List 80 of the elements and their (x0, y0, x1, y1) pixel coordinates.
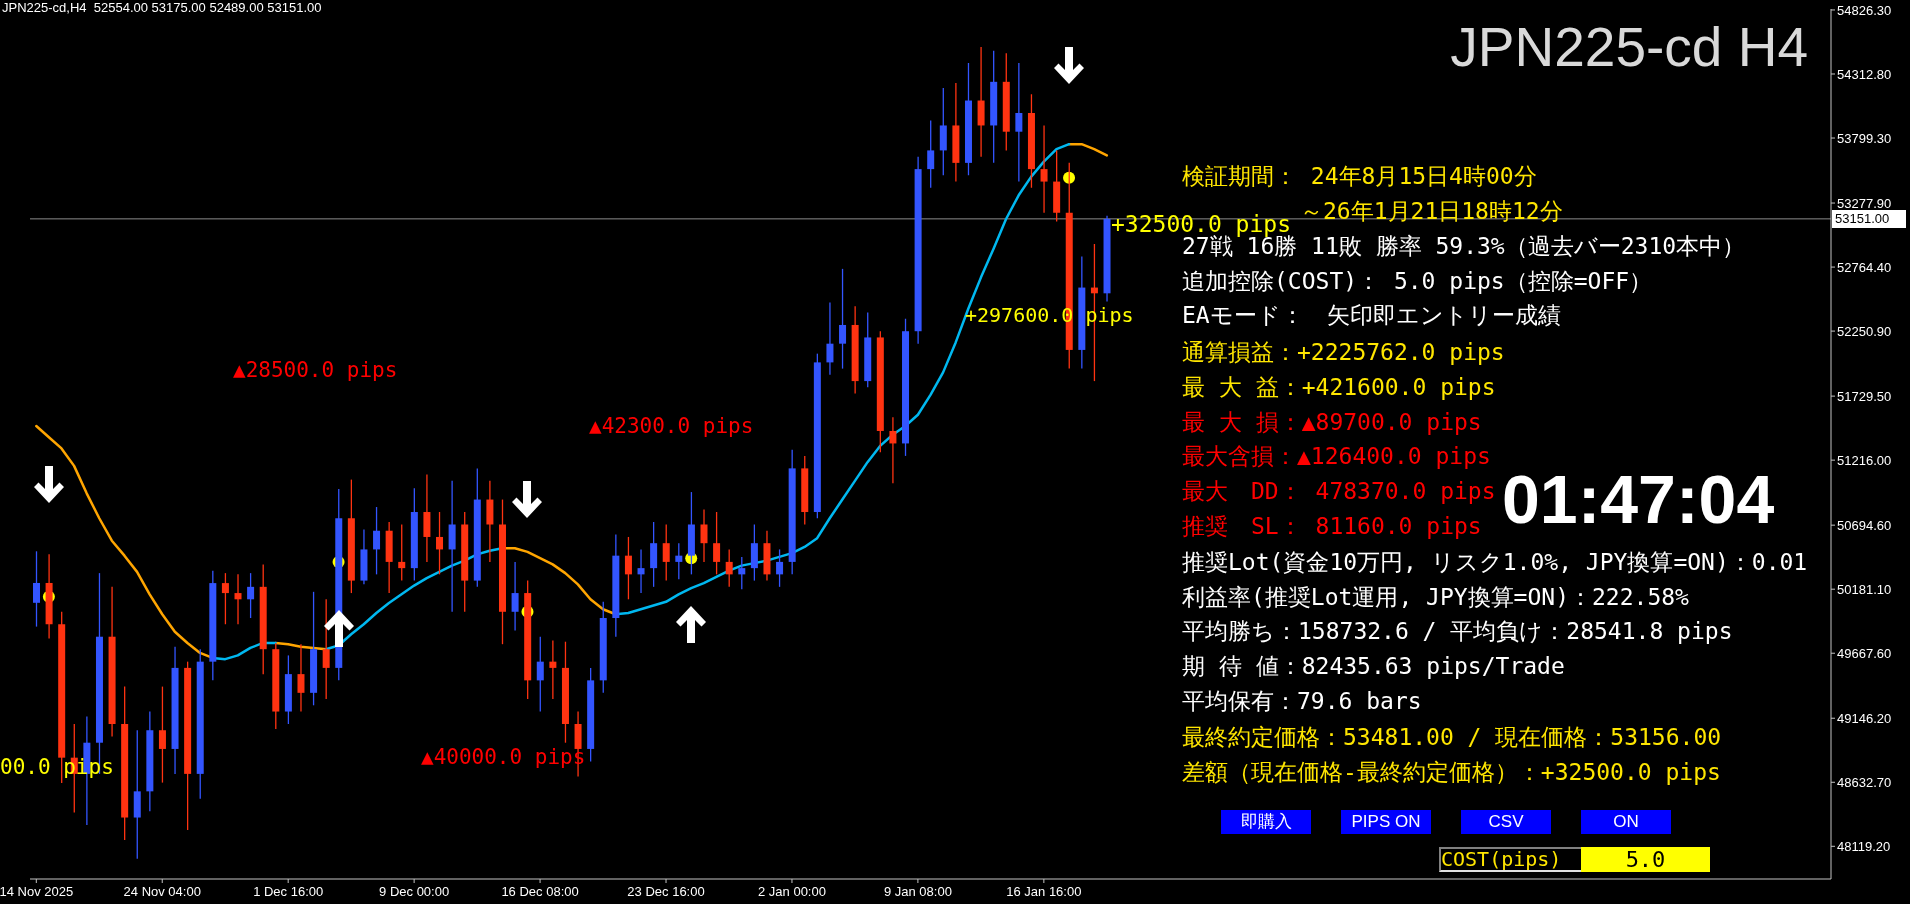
input-field: COST(pips) (1439, 847, 1581, 872)
x-tick-label: 9 Dec 00:00 (379, 884, 450, 899)
x-tick-label: 24 Nov 04:00 (123, 884, 201, 899)
annotation: 利益率(推奨Lot運用, JPY換算=ON)：222.58% (1182, 584, 1689, 612)
candlestick (725, 548, 733, 588)
annotation: ▲42300.0 pips (589, 414, 754, 440)
annotation: 最 大 益：+421600.0 pips (1182, 374, 1496, 402)
candlestick (826, 301, 834, 376)
chart-subtitle: JPN225-cd,H4 52554.00 53175.00 52489.00 53151.00 (2, 0, 322, 15)
annotation: EAモード： 矢印即エントリー成績 (1182, 302, 1561, 330)
annotation: 最大含損：▲126400.0 pips (1182, 443, 1491, 471)
y-tick-label: 51729.50 (1837, 388, 1892, 404)
x-tick-label: 16 Jan 16:00 (1006, 884, 1082, 899)
candlestick (662, 523, 670, 582)
candlestick (637, 548, 645, 594)
annotation: 通算損益：+2225762.0 pips (1182, 339, 1505, 367)
x-tick-label: 1 Dec 16:00 (253, 884, 324, 899)
annotation: 差額（現在価格-最終約定価格）：+32500.0 pips (1182, 759, 1721, 787)
annotation: 最 大 損：▲89700.0 pips (1182, 409, 1482, 437)
x-tick-label: 23 Dec 16:00 (627, 884, 705, 899)
candlestick (158, 685, 166, 784)
y-tick-label: 50181.10 (1837, 581, 1892, 597)
candlestick (436, 511, 444, 576)
y-tick-label: 50694.60 (1837, 517, 1892, 533)
candlestick (624, 536, 632, 600)
annotation: 追加控除(COST)： 5.0 pips（控除=OFF） (1182, 268, 1653, 296)
candlestick (33, 550, 40, 628)
candlestick (713, 511, 721, 576)
button: ON (1581, 810, 1671, 834)
x-tick-label: 9 Jan 08:00 (883, 884, 952, 899)
annotation: 検証期間： 24年8月15日4時00分 (1182, 163, 1537, 191)
annotation: 最終約定価格：53481.00 / 現在価格：53156.00 (1182, 724, 1722, 752)
button: 即購入 (1221, 810, 1311, 834)
y-tick-label: 48632.70 (1837, 774, 1892, 790)
ref-line-label: 53151.00 (1832, 209, 1906, 228)
candlestick (511, 561, 519, 632)
candlestick (839, 268, 847, 370)
candlestick (221, 572, 229, 625)
candlestick (776, 548, 784, 588)
candlestick (398, 523, 406, 582)
annotation: ～26年1月21日18時12分 (1300, 198, 1563, 226)
candlestick (297, 643, 305, 713)
y-tick-label: 49667.60 (1837, 645, 1892, 661)
y-tick-label: 52250.90 (1837, 323, 1892, 339)
text-field: 5.0 (1581, 847, 1710, 872)
annotation: 推奨 SL： 81160.0 pips (1182, 513, 1482, 541)
annotation: 平均保有：79.6 bars (1182, 688, 1422, 716)
x-tick-label: 2 Jan 00:00 (757, 884, 826, 899)
y-tick-label: 52764.40 (1837, 259, 1892, 275)
annotation: 期 待 値：82435.63 pips/Trade (1182, 653, 1565, 681)
candlestick (675, 542, 683, 581)
candlestick (234, 573, 242, 625)
candlestick (1015, 62, 1023, 183)
y-tick-label: 51216.00 (1837, 452, 1892, 468)
candlestick (322, 598, 330, 700)
candlestick (700, 508, 708, 563)
candlestick (1040, 124, 1048, 214)
candlestick (247, 572, 255, 619)
chart-title: JPN225-cd H4 (1450, 15, 1808, 80)
y-tick-label: 54312.80 (1837, 66, 1892, 82)
y-tick-label: 48119.20 (1837, 838, 1891, 854)
x-tick-label: 16 Dec 08:00 (501, 884, 579, 899)
annotation: 01:47:04 (1502, 460, 1775, 540)
y-tick-label: 54826.30 (1837, 2, 1892, 18)
candlestick (927, 119, 935, 189)
y-tick-label: 53799.30 (1837, 130, 1892, 146)
annotation: 最大 DD： 478370.0 pips (1182, 478, 1496, 506)
y-tick-label: 49146.20 (1837, 710, 1892, 726)
candlestick (889, 416, 897, 484)
candlestick (738, 556, 746, 590)
annotation: ▲28500.0 pips (233, 358, 398, 384)
annotation: 平均勝ち：158732.6 / 平均負け：28541.8 pips (1182, 618, 1733, 646)
candlestick (373, 506, 381, 576)
annotation: 推奨Lot(資金10万円, リスク1.0%, JPY換算=ON)：0.01 (1182, 549, 1808, 577)
candlestick (536, 636, 544, 713)
x-tick-label: 14 Nov 2025 (0, 884, 74, 899)
button: PIPS ON (1341, 810, 1431, 834)
button: CSV (1461, 810, 1551, 834)
y-tick-label: 53277.90 (1837, 195, 1892, 211)
candlestick (549, 639, 557, 700)
